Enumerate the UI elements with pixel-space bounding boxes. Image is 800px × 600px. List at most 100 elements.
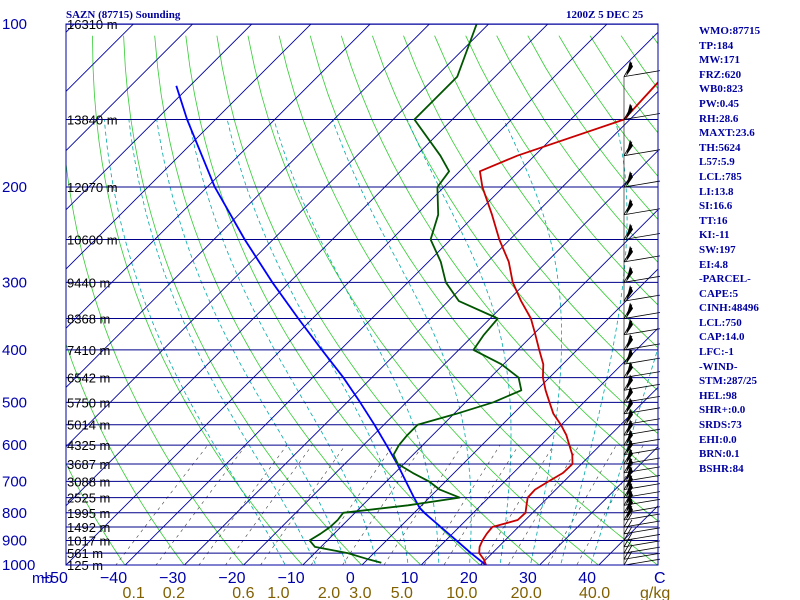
- dry-adiabat: [340, 35, 658, 478]
- mixing-ratio-line: [576, 445, 644, 565]
- isotherm: [479, 386, 658, 565]
- wind-barb: [623, 318, 661, 336]
- isotherm: [124, 31, 658, 565]
- sounding-index: SRDS:73: [699, 419, 742, 432]
- wind-barb: [623, 448, 661, 465]
- background-grid: [0, 12, 658, 577]
- dry-adiabat: [66, 343, 185, 565]
- isotherm: [66, 24, 490, 448]
- mixing-ratio-line: [155, 445, 247, 565]
- moist-adiabat: [406, 119, 512, 565]
- sounding-index: PW:0.45: [699, 97, 740, 110]
- sounding-index: WB0:823: [699, 83, 743, 96]
- temperature-trace: [478, 81, 658, 565]
- isotherm: [66, 24, 194, 152]
- height-label: 13840 m: [67, 112, 118, 127]
- sounding-index: CAPE:5: [699, 287, 739, 300]
- moist-adiabat: [590, 346, 658, 565]
- wind-barb: [623, 198, 661, 216]
- sounding-traces: [175, 24, 658, 565]
- valid-time: 1200Z 5 DEC 25: [566, 9, 644, 21]
- sounding-index: TH:5624: [699, 141, 741, 154]
- wind-barb: [623, 438, 661, 456]
- moist-adiabat: [128, 119, 317, 565]
- isotherm: [66, 24, 253, 211]
- pressure-tick-label: 1000: [2, 557, 35, 574]
- pressure-tick-label: 800: [2, 505, 27, 522]
- pressure-unit-label: mb: [32, 570, 53, 587]
- sounding-index: -WIND-: [699, 360, 738, 373]
- mixing-ratio-label: 10.0: [446, 585, 477, 600]
- temperature-tick-label: −50: [41, 570, 68, 587]
- pressure-tick-label: 600: [2, 437, 27, 454]
- wind-barb: [623, 302, 661, 319]
- sounding-index: CAP:14.0: [699, 331, 745, 344]
- dry-adiabat: [278, 35, 658, 565]
- height-label: 2525 m: [67, 491, 110, 506]
- mixing-ratio-unit-label: g/kg: [640, 585, 670, 600]
- sounding-index: LI:13.8: [699, 185, 734, 198]
- wind-barb: [623, 465, 661, 482]
- temperature-unit-label: C: [654, 570, 666, 587]
- sounding-index: MAXT:23.6: [699, 127, 755, 140]
- height-label: 6542 m: [67, 371, 110, 386]
- height-label: 3687 m: [67, 457, 110, 472]
- temperature-tick-label: 40: [578, 570, 596, 587]
- wind-barb: [623, 139, 661, 157]
- mixing-ratio-label: 20.0: [511, 585, 542, 600]
- mixing-ratio-label: 0.1: [123, 585, 145, 600]
- wind-barb: [623, 348, 661, 365]
- moist-adiabat: [103, 119, 286, 565]
- sounding-index: EHI:0.0: [699, 433, 737, 446]
- mixing-ratio-line: [547, 445, 617, 565]
- mixing-ratio-line: [115, 445, 208, 565]
- dry-adiabat: [558, 35, 658, 177]
- height-label: 7410 m: [67, 343, 110, 358]
- sounding-index: RH:28.6: [699, 112, 739, 125]
- temperature-tick-label: −30: [159, 570, 186, 587]
- isotherm: [66, 24, 608, 565]
- sounding-index: BSHR:84: [699, 462, 744, 475]
- isotherm: [66, 24, 431, 389]
- wind-barb: [623, 489, 661, 506]
- wind-barb: [623, 481, 661, 499]
- isotherm: [361, 268, 658, 565]
- isotherm: [0, 12, 27, 577]
- temperature-tick-label: −40: [100, 570, 127, 587]
- isotherm: [598, 505, 658, 565]
- mixing-ratio-label: 40.0: [579, 585, 610, 600]
- height-label: 561 m: [67, 546, 103, 561]
- dry-adiabat: [185, 35, 481, 565]
- sounding-index: SI:16.6: [699, 200, 733, 213]
- wind-barb: [623, 473, 661, 491]
- isotherm: [66, 24, 312, 270]
- isotherm: [420, 327, 658, 565]
- mixing-ratio-label: 1.0: [267, 585, 289, 600]
- height-label: 4325 m: [67, 438, 110, 453]
- mixing-ratio-label: 3.0: [349, 585, 371, 600]
- isotherm: [66, 24, 549, 507]
- wind-barb: [623, 285, 661, 302]
- pressure-tick-label: 700: [2, 473, 27, 490]
- parcel-trace: [175, 85, 487, 565]
- wind-barb: [623, 266, 661, 283]
- mixing-ratio-label: 5.0: [391, 585, 413, 600]
- mixing-ratio-line: [383, 445, 463, 565]
- wind-barb: [623, 60, 661, 78]
- isotherm: [242, 149, 658, 565]
- dry-adiabat: [465, 35, 658, 306]
- sounding-index: STM:287/25: [699, 375, 758, 388]
- dry-adiabat: [434, 35, 658, 349]
- sounding-index: EI:4.8: [699, 258, 729, 271]
- station-title: SAZN (87715) Sounding: [66, 9, 181, 21]
- height-label: 125 m: [67, 558, 103, 573]
- wind-barb: [623, 223, 661, 240]
- dry-adiabat: [496, 35, 658, 263]
- height-label: 3088 m: [67, 474, 110, 489]
- dry-adiabat: [403, 35, 658, 392]
- dry-adiabat: [92, 35, 303, 565]
- wind-barb: [623, 512, 661, 528]
- temperature-tick-label: 20: [460, 570, 478, 587]
- dry-adiabat: [589, 35, 658, 134]
- moist-adiabat: [273, 119, 440, 565]
